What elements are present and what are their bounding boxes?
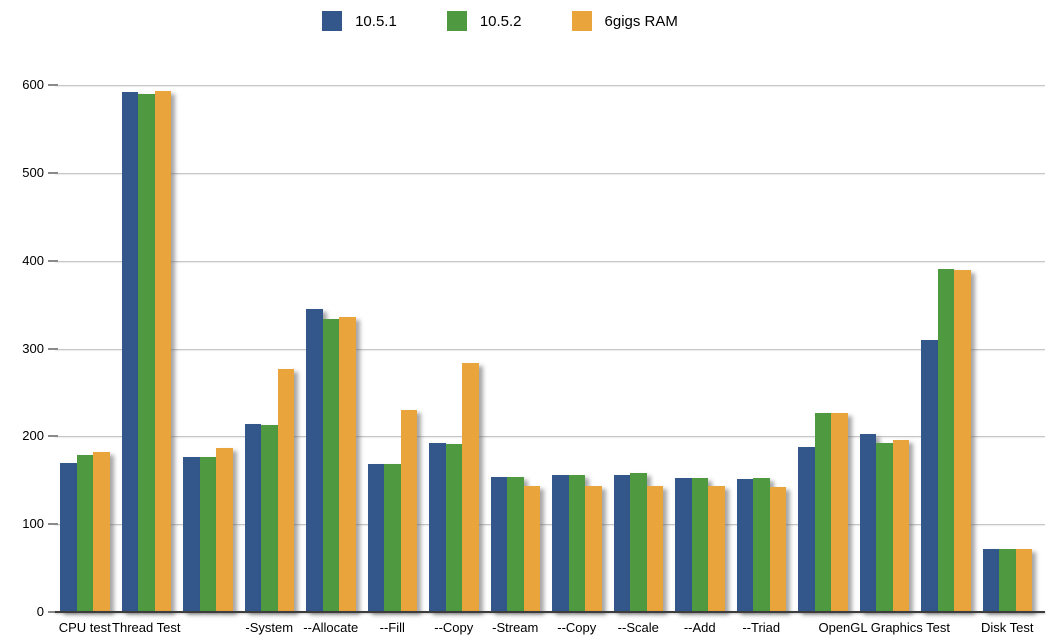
bar-10.5.2-12 <box>814 412 831 612</box>
bar-10.5.1-5 <box>367 463 384 612</box>
bar-10.5.1-15 <box>982 548 999 612</box>
x-axis-label-4: --Allocate <box>303 620 359 635</box>
gridline-600 <box>55 85 1045 86</box>
x-axis-label-9: --Scale <box>617 620 659 635</box>
bar-10.5.1-4 <box>306 308 323 612</box>
bar-10.5.2-1 <box>138 93 155 612</box>
bar-10.5.2-4 <box>322 318 339 612</box>
y-axis-tick-300 <box>48 347 58 350</box>
bar-10.5.1-13 <box>859 433 876 612</box>
bar-10.5.2-14 <box>937 268 954 612</box>
bar-10.5.1-12 <box>798 446 815 612</box>
bar-10.5.1-9 <box>613 474 630 612</box>
bar-6gigs-ram-7 <box>523 486 540 612</box>
y-axis-label-500: 500 <box>22 164 44 180</box>
bar-10.5.2-0 <box>76 454 93 612</box>
bar-10.5.1-2 <box>183 456 200 612</box>
x-axis-label-0: CPU test <box>58 620 111 635</box>
bar-10.5.2-13 <box>876 443 893 612</box>
y-axis-tick-400 <box>48 259 58 262</box>
x-axis-label-3: -System <box>245 620 294 635</box>
bar-10.5.2-10 <box>691 477 708 612</box>
bar-10.5.2-6 <box>445 444 462 612</box>
chart-legend: 10.5.1 10.5.2 6gigs RAM <box>0 11 1000 31</box>
bar-6gigs-ram-12 <box>831 412 848 612</box>
bar-10.5.1-7 <box>490 476 507 612</box>
bar-10.5.2-7 <box>507 476 524 612</box>
y-axis-label-300: 300 <box>22 340 44 356</box>
y-axis-tick-100 <box>48 523 58 526</box>
bar-10.5.2-9 <box>630 473 647 612</box>
bar-10.5.2-2 <box>199 457 216 612</box>
x-axis-label-7: -Stream <box>492 620 539 635</box>
legend-item-6gigs-ram: 6gigs RAM <box>571 11 678 31</box>
bar-10.5.1-14 <box>921 339 938 612</box>
y-axis-label-600: 600 <box>22 77 44 92</box>
bar-6gigs-ram-9 <box>646 485 663 612</box>
gridline-400 <box>55 260 1045 262</box>
bar-6gigs-ram-0 <box>93 452 110 612</box>
y-axis-label-100: 100 <box>22 516 44 532</box>
bar-6gigs-ram-4 <box>339 316 356 612</box>
bar-6gigs-ram-11 <box>769 487 786 612</box>
x-axis-label-1: Thread Test <box>112 620 181 635</box>
x-axis-label-13: OpenGL Graphics Test <box>818 620 950 635</box>
legend-item-1052: 10.5.2 <box>446 11 522 31</box>
legend-swatch-orange-icon <box>571 11 592 31</box>
bar-6gigs-ram-13 <box>892 439 909 612</box>
bar-10.5.1-8 <box>552 474 569 612</box>
y-axis-tick-0 <box>48 611 58 613</box>
legend-label-1052: 10.5.2 <box>479 12 522 30</box>
x-axis-label-5: --Fill <box>379 620 405 635</box>
x-axis-label-15: Disk Test <box>981 620 1034 635</box>
bar-10.5.1-0 <box>60 462 77 612</box>
bar-10.5.2-8 <box>568 474 585 612</box>
gridline-300 <box>55 348 1045 350</box>
y-axis-label-0: 0 <box>36 604 44 619</box>
x-axis-label-8: --Copy <box>557 620 597 635</box>
x-axis-label-11: --Triad <box>742 620 781 635</box>
legend-label-1051: 10.5.1 <box>355 12 397 30</box>
bar-10.5.2-11 <box>753 477 770 612</box>
x-axis-label-6: --Copy <box>434 620 474 635</box>
bar-6gigs-ram-6 <box>462 362 479 612</box>
bar-6gigs-ram-8 <box>585 485 602 612</box>
bar-6gigs-ram-14 <box>954 270 971 612</box>
gridline-500 <box>55 172 1045 174</box>
bar-10.5.1-6 <box>429 443 446 612</box>
legend-swatch-blue-icon <box>322 11 343 31</box>
bar-10.5.1-11 <box>736 479 753 612</box>
bar-10.5.2-15 <box>999 548 1016 612</box>
legend-swatch-green-icon <box>446 11 467 31</box>
legend-label-6gigs-ram: 6gigs RAM <box>604 12 678 30</box>
legend-item-1051: 10.5.1 <box>322 11 397 31</box>
bar-10.5.2-3 <box>261 424 278 612</box>
bar-10.5.1-3 <box>244 424 261 612</box>
gridline-100 <box>55 524 1045 526</box>
bar-6gigs-ram-2 <box>216 447 233 612</box>
bar-6gigs-ram-15 <box>1015 548 1032 612</box>
bar-10.5.2-5 <box>384 463 401 612</box>
bar-6gigs-ram-1 <box>154 91 171 612</box>
bar-6gigs-ram-3 <box>277 368 294 612</box>
bar-10.5.1-1 <box>121 92 138 612</box>
bar-6gigs-ram-10 <box>708 486 725 612</box>
bar-10.5.1-10 <box>675 477 692 612</box>
x-axis-line <box>55 611 1045 613</box>
y-axis-label-400: 400 <box>22 252 44 268</box>
y-axis-tick-600 <box>48 84 58 86</box>
x-axis-label-10: --Add <box>683 620 716 635</box>
gridline-200 <box>55 436 1045 438</box>
y-axis-label-200: 200 <box>22 428 44 444</box>
y-axis-tick-200 <box>48 435 58 438</box>
bar-6gigs-ram-5 <box>400 409 417 612</box>
y-axis-tick-500 <box>48 171 58 174</box>
